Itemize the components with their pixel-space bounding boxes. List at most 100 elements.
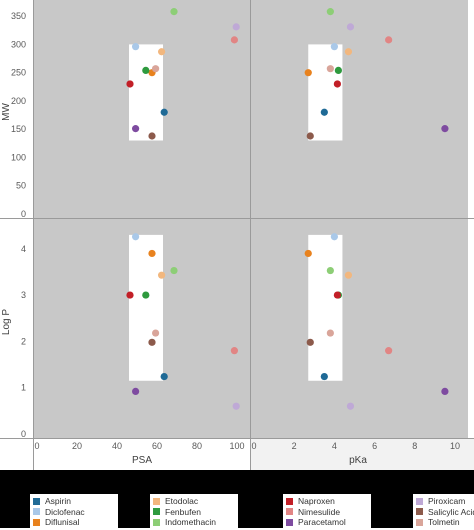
legend-swatch <box>33 497 40 505</box>
legend-item: Piroxicam <box>413 496 474 507</box>
point-tolmetin-1-0 <box>152 329 160 337</box>
point-indomethacin-1-0 <box>170 266 178 275</box>
legend-label: Fenbufen <box>165 506 201 517</box>
y-tick-label: 50 <box>16 181 26 191</box>
legend-item: Paracetamol <box>283 517 371 528</box>
legend-label: Etodolac <box>165 496 199 507</box>
point-nimesulide-1-1 <box>385 347 393 355</box>
legend-label: Salicylic Acid <box>428 506 474 517</box>
y-tick-label: 2 <box>21 336 26 346</box>
legend-swatch <box>153 518 160 526</box>
point-aspirin-1-0 <box>160 372 168 381</box>
point-indomethacin-0-1 <box>326 8 334 16</box>
x-tick-label: 20 <box>72 441 82 451</box>
legend-swatch <box>416 497 423 505</box>
y-tick-label: 250 <box>11 68 26 78</box>
y-tick-label: 0 <box>21 429 26 439</box>
legend-swatch <box>286 508 293 516</box>
highlight-region-1-0 <box>129 234 163 381</box>
point-tolmetin-0-0 <box>152 65 160 73</box>
legend-label: Paracetamol <box>298 517 346 528</box>
point-diflunisal-1-1 <box>304 249 312 258</box>
point-salicylic-acid-1-1 <box>306 338 314 346</box>
legend-label: Indomethacin <box>165 517 217 528</box>
legend-item: Fenbufen <box>150 507 238 518</box>
point-paracetamol-1-0 <box>132 387 140 395</box>
point-diclofenac-1-0 <box>132 233 140 241</box>
point-diclofenac-0-0 <box>132 43 140 51</box>
point-tolmetin-1-1 <box>326 329 334 337</box>
y-tick-label: 100 <box>11 152 26 162</box>
point-nimesulide-1-0 <box>230 347 238 355</box>
legend-item: Indomethacin <box>150 517 238 528</box>
point-piroxicam-1-1 <box>346 402 355 410</box>
legend-label: Naproxen <box>298 496 335 507</box>
point-aspirin-0-1 <box>320 108 328 116</box>
legend-label: Nimesulide <box>298 506 341 517</box>
legend-item: Diclofenac <box>30 507 118 518</box>
y-tick-label: 300 <box>11 39 26 49</box>
legend-column: Etodolac Fenbufen Indomethacin <box>150 494 238 530</box>
pka-label-band <box>251 439 474 470</box>
point-paracetamol-0-1 <box>441 125 449 133</box>
y-tick-label: 350 <box>11 11 26 21</box>
x-tick-label: 6 <box>372 441 377 451</box>
y-tick-label: 200 <box>11 96 26 106</box>
point-etodolac-1-1 <box>344 271 353 279</box>
highlight-region-0-0 <box>129 44 163 141</box>
legend-swatch <box>33 508 40 516</box>
legend-item: Diflunisal <box>30 517 118 528</box>
legend-label: Tolmetin <box>428 517 460 528</box>
y-tick-label: 4 <box>21 244 26 254</box>
legend-label: Aspirin <box>45 496 71 507</box>
point-naproxen-1-0 <box>126 291 134 299</box>
point-diclofenac-1-1 <box>330 233 338 241</box>
x-tick-label: 4 <box>332 441 337 451</box>
y-tick-label: 1 <box>21 383 26 393</box>
x-axis-label-pka: pKa <box>349 455 367 466</box>
legend-label: Diclofenac <box>45 506 85 517</box>
x-tick-label: 80 <box>192 441 202 451</box>
legend-swatch <box>286 518 293 526</box>
legend-item: Naproxen <box>283 496 371 507</box>
point-fenbufen-0-1 <box>334 66 342 75</box>
point-piroxicam-1-0 <box>232 402 240 410</box>
highlight-region-1-1 <box>308 234 343 381</box>
point-tolmetin-0-1 <box>326 65 334 73</box>
point-naproxen-1-1 <box>333 291 341 299</box>
legend-swatch <box>153 497 160 505</box>
point-etodolac-1-0 <box>158 271 166 279</box>
x-tick-label: 8 <box>412 441 417 451</box>
point-diflunisal-0-1 <box>304 69 312 77</box>
x-axis-label-psa: PSA <box>132 455 152 466</box>
legend-item: Salicylic Acid <box>413 507 474 518</box>
plot-panels <box>0 0 474 470</box>
point-etodolac-0-1 <box>344 48 353 56</box>
y-axis-label-mw: MW <box>1 103 12 121</box>
point-diflunisal-1-0 <box>148 249 156 258</box>
y-axis-label-logp: Log P <box>1 309 12 335</box>
y-tick-label: 150 <box>11 124 26 134</box>
legend-swatch <box>416 518 423 526</box>
point-nimesulide-0-1 <box>385 36 393 44</box>
legend-swatch <box>33 518 40 526</box>
legend-column: Aspirin Diclofenac Diflunisal <box>30 494 118 530</box>
legend-column: Piroxicam Salicylic Acid Tolmetin <box>413 494 474 530</box>
point-salicylic-acid-0-1 <box>306 132 314 140</box>
legend-column: Naproxen Nimesulide Paracetamol <box>283 494 371 530</box>
point-fenbufen-0-0 <box>142 66 150 75</box>
x-tick-label: 60 <box>152 441 162 451</box>
x-tick-label: 10 <box>450 441 460 451</box>
point-paracetamol-0-0 <box>132 125 140 133</box>
legend-label: Piroxicam <box>428 496 466 507</box>
legend-item: Etodolac <box>150 496 238 507</box>
point-etodolac-0-0 <box>158 48 166 56</box>
highlight-region-0-1 <box>308 44 343 141</box>
legend-swatch <box>286 497 293 505</box>
point-fenbufen-1-0 <box>142 291 150 299</box>
y-tick-label: 3 <box>21 290 26 300</box>
x-tick-label: 0 <box>251 441 256 451</box>
legend-label: Diflunisal <box>45 517 80 528</box>
x-tick-label: 0 <box>34 441 39 451</box>
panel-0-1 <box>251 0 468 218</box>
